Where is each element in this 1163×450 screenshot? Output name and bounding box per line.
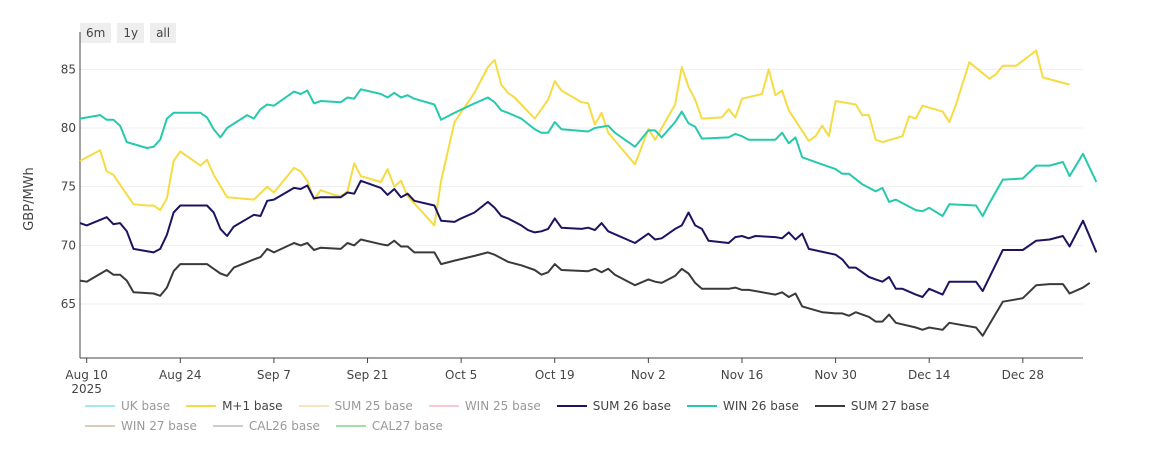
legend-item-win-27-base[interactable]: WIN 27 base: [85, 416, 197, 436]
range-all-button[interactable]: all: [150, 23, 177, 43]
x-tick-label: Nov 2: [631, 368, 666, 382]
range-6m-button[interactable]: 6m: [80, 23, 112, 43]
legend-swatch: [85, 405, 115, 407]
legend-item-sum-25-base[interactable]: SUM 25 base: [298, 396, 413, 416]
series-lines: [79, 49, 1098, 337]
legend-label: SUM 26 base: [592, 399, 671, 413]
x-tick-label: Nov 30: [814, 368, 857, 382]
range-selector: 6m 1y all: [80, 23, 177, 43]
legend-swatch: [556, 405, 587, 407]
legend-swatch: [428, 405, 459, 407]
legend-label: SUM 27 base: [850, 399, 930, 413]
legend-swatch: [686, 405, 717, 407]
legend-label: CAL26 base: [248, 419, 320, 433]
y-axis-title: GBP/MWh: [22, 167, 37, 231]
legend-item-win-26-base[interactable]: WIN 26 base: [686, 396, 799, 416]
y-tick-label: 75: [61, 180, 76, 194]
x-tick-label: Sep 7: [257, 368, 291, 382]
y-tick-label: 70: [61, 238, 76, 252]
series-line-sum-27-base: [79, 238, 1091, 337]
series-line-win-26-base: [79, 88, 1098, 217]
legend-label: CAL27 base: [371, 419, 443, 433]
x-tick-label: Dec 14: [908, 368, 950, 382]
series-line-m-1-base: [79, 49, 1070, 227]
legend-label: SUM 25 base: [334, 399, 413, 413]
legend-swatch: [335, 425, 366, 427]
x-tick-label: Dec 28: [1002, 368, 1044, 382]
legend-item-m-1-base[interactable]: M+1 base: [186, 396, 283, 416]
legend-label: M+1 base: [222, 399, 283, 413]
range-1y-button[interactable]: 1y: [117, 23, 145, 43]
legend-swatch: [85, 425, 115, 427]
x-tick-label: Aug 10 2025: [65, 368, 108, 396]
legend-label: UK base: [121, 399, 171, 413]
legend-swatch: [298, 405, 329, 407]
legend: UK base M+1 base SUM 25 base WIN 25 base SUM…: [85, 396, 1045, 436]
x-tick-label: Aug 24: [159, 368, 202, 382]
y-tick-label: 85: [61, 62, 76, 76]
legend-label: WIN 27 base: [121, 419, 197, 433]
x-tick-label: Nov 16: [721, 368, 764, 382]
y-tick-label: 65: [61, 297, 76, 311]
x-axis-ticks: Aug 10 2025 Aug 24 Sep 7 Sep 21 Oct 5 Oct 19 No…: [65, 358, 1044, 396]
series-line-sum-26-base: [79, 179, 1098, 298]
x-tick-label: Sep 21: [347, 368, 389, 382]
y-tick-label: 80: [61, 121, 76, 135]
legend-item-cal27-base[interactable]: CAL27 base: [335, 416, 443, 436]
legend-swatch: [212, 425, 243, 427]
x-tick-label: Oct 19: [535, 368, 575, 382]
gridlines: [80, 68, 1083, 305]
legend-label: WIN 25 base: [464, 399, 541, 413]
legend-item-cal26-base[interactable]: CAL26 base: [212, 416, 320, 436]
axes: [79, 32, 1083, 359]
legend-item-sum-26-base[interactable]: SUM 26 base: [556, 396, 671, 416]
legend-item-win-25-base[interactable]: WIN 25 base: [428, 396, 541, 416]
legend-swatch: [814, 405, 845, 407]
x-tick-label: Oct 5: [445, 368, 477, 382]
legend-label: WIN 26 base: [722, 399, 799, 413]
legend-item-sum-27-base[interactable]: SUM 27 base: [814, 396, 930, 416]
legend-swatch: [186, 405, 217, 407]
y-axis-ticks: 65 70 75 80 85: [61, 62, 76, 311]
legend-item-uk-base[interactable]: UK base: [85, 396, 170, 416]
